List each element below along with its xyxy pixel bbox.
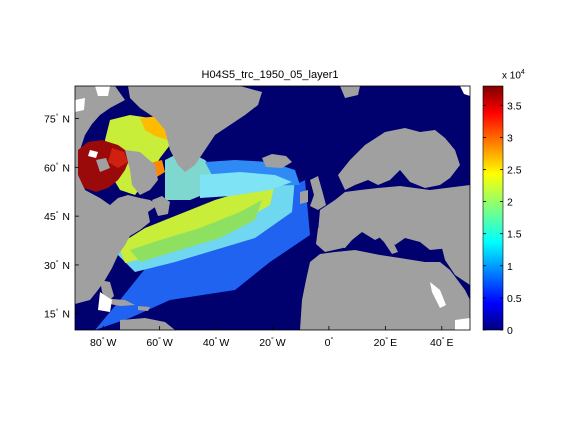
lat-tick-label: 15° N bbox=[44, 308, 70, 321]
colorbar-multiplier: x 104 bbox=[502, 69, 525, 81]
colorbar-tick-label: 3 bbox=[507, 132, 513, 144]
lat-tick-label: 60° N bbox=[44, 161, 70, 174]
lon-tick-label: 20° E bbox=[374, 336, 398, 349]
lon-tick-label: 40° W bbox=[203, 336, 230, 349]
land-italy bbox=[372, 222, 398, 254]
colorbar-tick-label: 2 bbox=[507, 197, 513, 209]
land-british-isles bbox=[310, 176, 326, 210]
colorbar-multiplier-base: x 10 bbox=[502, 70, 521, 82]
lon-tick-label: 20° W bbox=[259, 336, 286, 349]
land-south-america bbox=[120, 318, 175, 330]
colorbar-tick-label: 0 bbox=[507, 325, 513, 337]
map-area bbox=[75, 86, 470, 330]
colorbar-gradient bbox=[482, 85, 504, 331]
lon-tick-label: 80° W bbox=[90, 336, 117, 349]
land-europe bbox=[318, 185, 470, 250]
colorbar-tick-label: 3.5 bbox=[507, 100, 522, 112]
longitude-axis: 80° W 60° W 40° W 20° W 0° 20° E 40° E bbox=[90, 326, 454, 349]
lat-tick-label: 45° N bbox=[44, 210, 70, 223]
colorbar: 0 0.5 1 1.5 2 2.5 3 3.5 bbox=[482, 85, 522, 337]
land-labrador bbox=[125, 150, 158, 195]
land-africa bbox=[300, 250, 470, 330]
land-north-america bbox=[75, 86, 158, 304]
map-title: H04S5_trc_1950_05_layer1 bbox=[201, 69, 339, 81]
land-scandinavia bbox=[338, 128, 460, 190]
land-iberia bbox=[316, 225, 348, 252]
land-middle-east bbox=[440, 235, 470, 285]
land-greenland bbox=[128, 86, 262, 172]
land-florida bbox=[100, 280, 114, 302]
colorbar-tick-label: 1 bbox=[507, 261, 513, 273]
land-iceland bbox=[262, 154, 292, 168]
lon-tick-label: 40° E bbox=[430, 336, 454, 349]
colorbar-multiplier-exponent: 4 bbox=[520, 69, 525, 76]
lat-tick-label: 75° N bbox=[44, 113, 70, 126]
lat-tick-label: 30° N bbox=[44, 259, 70, 272]
lon-tick-label: 0° bbox=[325, 336, 334, 349]
land-newfoundland bbox=[152, 196, 170, 216]
colorbar-tick-label: 1.5 bbox=[507, 229, 522, 241]
colorbar-tick-label: 2.5 bbox=[507, 164, 522, 176]
lon-tick-label: 60° W bbox=[146, 336, 173, 349]
land-hispaniola bbox=[138, 306, 150, 311]
colorbar-tick-label: 0.5 bbox=[507, 293, 522, 305]
latitude-axis: 75° N 60° N 45° N 30° N 15° N bbox=[44, 113, 79, 321]
